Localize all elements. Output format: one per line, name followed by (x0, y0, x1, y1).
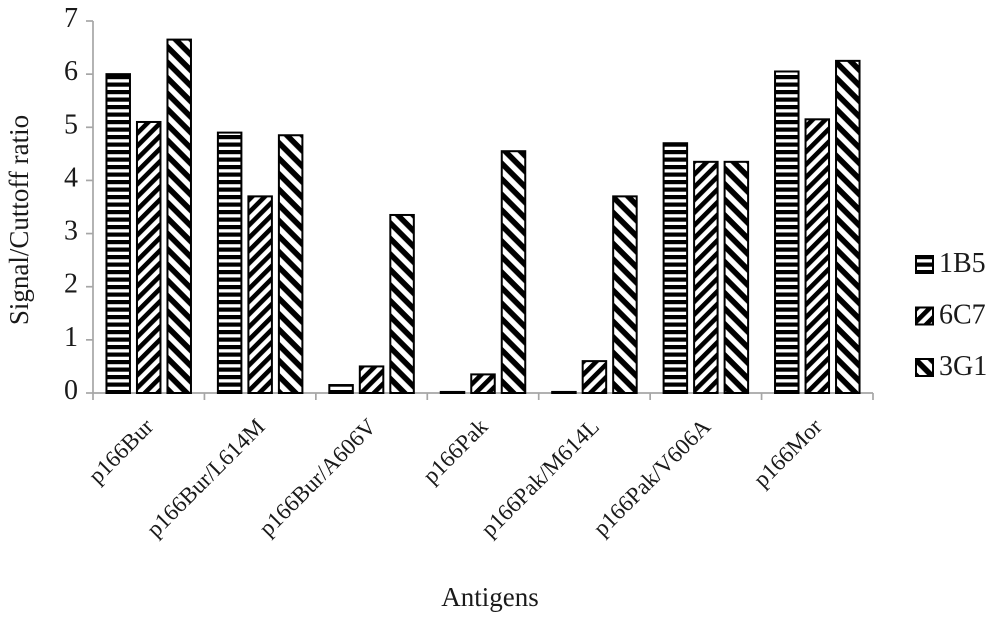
bar-1b5-p166mor (774, 70, 800, 394)
bar-6c7-p166pak-v606a (693, 160, 719, 394)
bar-6c7-p166bur-l614m (247, 195, 273, 394)
bar-3g1-p166bur-l614m (277, 134, 304, 394)
y-tick-label: 7 (64, 3, 78, 34)
y-tick-label: 1 (64, 322, 78, 353)
legend-swatch-3g1 (915, 358, 934, 377)
y-axis-title: Signal/Cuttoff ratio (4, 115, 34, 325)
x-axis-title: Antigens (441, 582, 539, 612)
x-category-label-p166pak: p166Pak (418, 414, 493, 489)
bar-1b5-p166bur (105, 73, 131, 395)
x-category-label-p166pak-v606a: p166Pak/V606A (588, 414, 715, 541)
bar-6c7-p166bur-a606v (358, 365, 385, 394)
legend-swatch-6c7 (915, 306, 934, 326)
x-category-label-p166bur: p166Bur (84, 414, 159, 489)
bar-3g1-p166mor (835, 59, 861, 394)
y-tick-label: 4 (64, 162, 78, 193)
legend-swatch-1b5 (915, 255, 934, 274)
y-tick-label: 2 (64, 269, 78, 300)
bar-6c7-p166pak (470, 373, 496, 394)
x-category-label-p166mor: p166Mor (749, 414, 827, 492)
bar-3g1-p166pak (500, 150, 527, 394)
bar-6c7-p166pak-m614l (581, 360, 608, 395)
bar-1b5-p166pak (439, 390, 466, 394)
x-category-label-p166bur-a606v: p166Bur/A606V (254, 414, 381, 541)
bar-3g1-p166bur (166, 38, 192, 394)
legend-label-6c7: 6C7 (939, 300, 986, 331)
y-tick-label: 3 (64, 216, 78, 247)
bar-1b5-p166pak-v606a (662, 142, 689, 394)
bar-1b5-p166bur-l614m (216, 131, 243, 394)
x-category-label-p166pak-m614l: p166Pak/M614L (476, 414, 604, 542)
bar-3g1-p166bur-a606v (389, 213, 415, 394)
bar-1b5-p166bur-a606v (328, 384, 354, 394)
y-tick-label: 6 (64, 56, 78, 87)
bar-1b5-p166pak-m614l (551, 390, 577, 394)
x-category-label-p166bur-l614m: p166Bur/L614M (142, 414, 270, 542)
y-tick-label: 5 (64, 109, 78, 140)
bar-3g1-p166pak-m614l (612, 195, 638, 394)
y-tick-label: 0 (64, 375, 78, 406)
legend-label-3g1: 3G1 (939, 351, 987, 382)
bar-3g1-p166pak-v606a (723, 160, 750, 394)
legend-label-1b5: 1B5 (939, 248, 986, 279)
bar-6c7-p166bur (135, 120, 162, 394)
bar-6c7-p166mor (804, 118, 831, 394)
